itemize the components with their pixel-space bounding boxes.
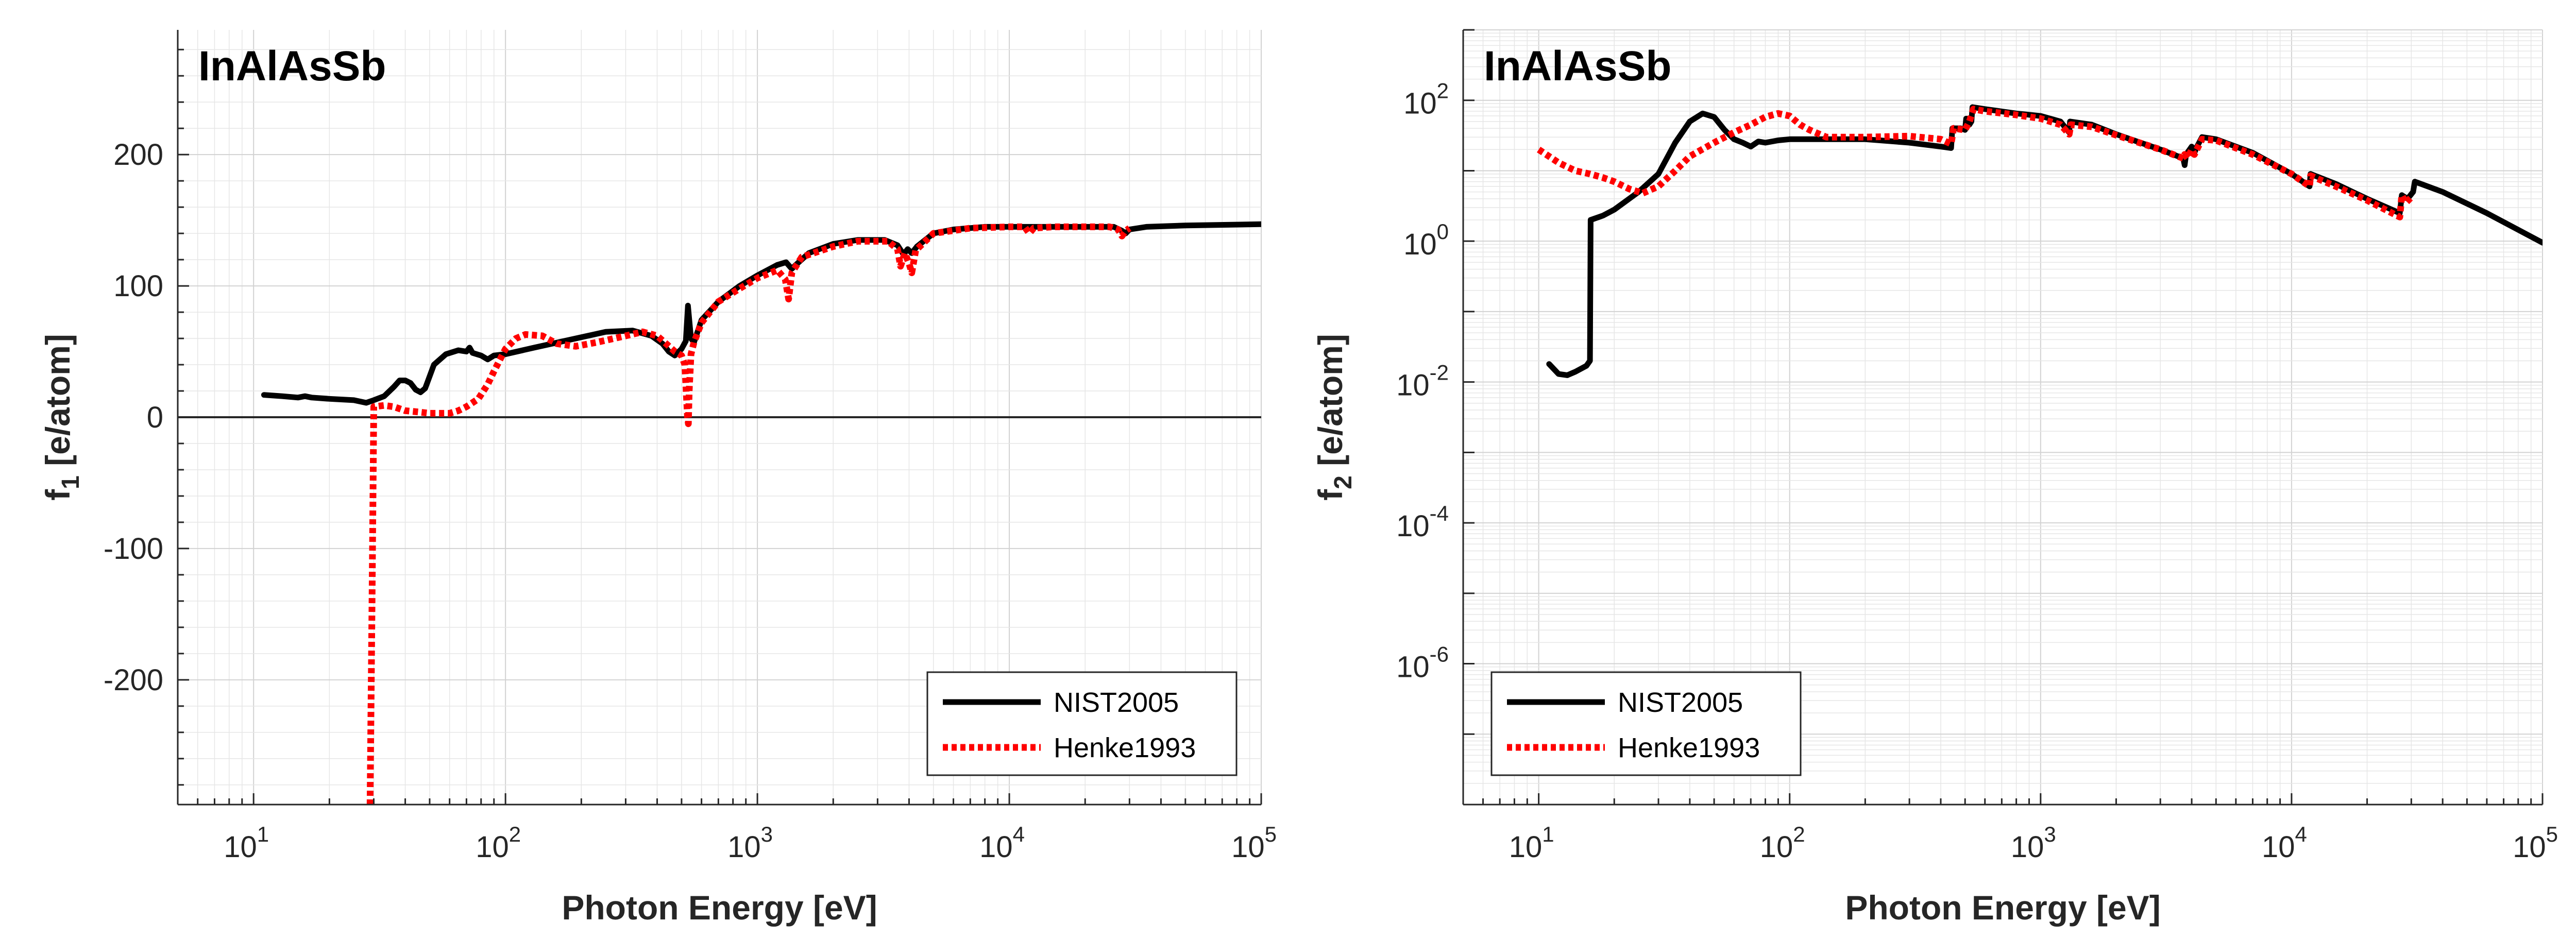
legend-label-nist2005: NIST2005: [1054, 687, 1179, 718]
x-axis-label: Photon Energy [eV]: [1845, 889, 2160, 927]
legend-label-henke1993: Henke1993: [1618, 732, 1760, 763]
y-tick-label: -200: [104, 663, 163, 697]
x-tick-label: 102: [1760, 822, 1805, 864]
x-tick-label: 105: [2513, 822, 2558, 864]
grid: [1463, 29, 2543, 805]
chart-f2-panel: 101 102 103 104 105 102 100 10-2 10-4 10-6 InAlA…: [1311, 29, 2558, 927]
y-tick-label: 200: [113, 138, 163, 172]
y-tick-label: 100: [113, 269, 163, 303]
x-tick-label: 103: [2011, 822, 2056, 864]
y-tick-label: 0: [147, 401, 163, 434]
legend: NIST2005 Henke1993: [1490, 671, 1802, 776]
y-axis-label: f2 [e/atom]: [1311, 334, 1357, 501]
legend: NIST2005 Henke1993: [926, 671, 1238, 776]
x-tick-label: 102: [476, 822, 521, 864]
y-tick-label: 100: [1403, 219, 1449, 261]
y-axis-label: f1 [e/atom]: [39, 334, 84, 501]
legend-label-nist2005: NIST2005: [1618, 687, 1743, 718]
y-tick-labels: 200 100 0 -100 -200: [104, 138, 163, 697]
axes: [1462, 29, 2544, 806]
x-tick-labels: 101 102 103 104 105: [224, 822, 1277, 864]
legend-box: [1490, 671, 1802, 776]
x-tick-label: 104: [979, 822, 1025, 864]
y-tick-label: 10-2: [1396, 361, 1449, 402]
panel-title: InAlAsSb: [198, 43, 386, 90]
x-tick-label: 104: [2262, 822, 2307, 864]
x-tick-label: 101: [224, 822, 269, 864]
series-group: [261, 221, 1261, 805]
series-line-henke1993: [366, 223, 1132, 805]
legend-label-henke1993: Henke1993: [1054, 732, 1196, 763]
x-tick-labels: 101 102 103 104 105: [1509, 822, 2558, 864]
legend-box: [926, 671, 1238, 776]
x-tick-label: 105: [1231, 822, 1277, 864]
chart-f1-panel: 101 102 103 104 105 200 100 0 -100 -200 InAlAsSb…: [39, 30, 1277, 927]
series-line-henke1993: [1537, 106, 2414, 220]
x-tick-label: 103: [727, 822, 773, 864]
series-group: [1537, 104, 2543, 378]
y-tick-labels: 102 100 10-2 10-4 10-6: [1396, 79, 1449, 684]
y-tick-label: 10-4: [1396, 501, 1449, 543]
y-tick-label: 102: [1403, 79, 1449, 121]
y-tick-label: -100: [104, 532, 163, 566]
series-line-nist2005: [261, 221, 1261, 406]
x-tick-label: 101: [1509, 822, 1554, 864]
y-tick-label: 10-6: [1396, 642, 1449, 684]
axes: [177, 30, 1262, 806]
panel-title: InAlAsSb: [1484, 43, 1671, 90]
x-axis-label: Photon Energy [eV]: [562, 889, 877, 927]
